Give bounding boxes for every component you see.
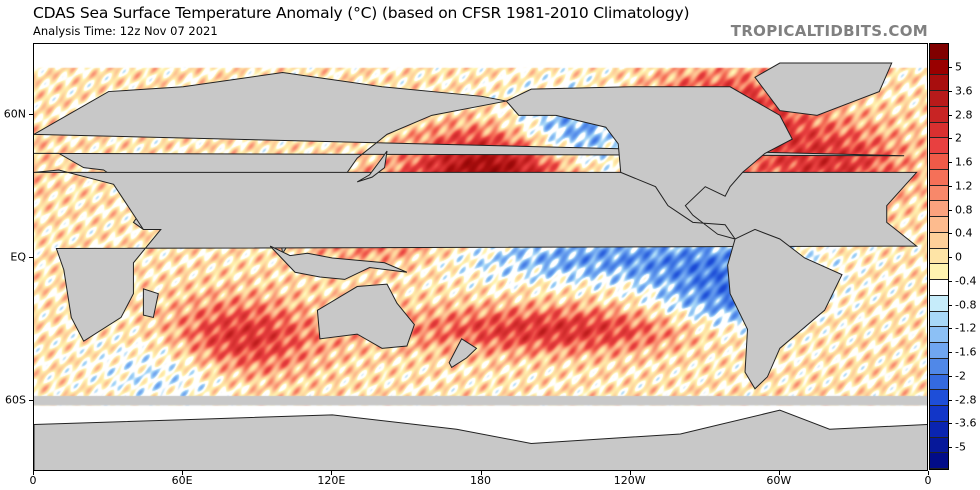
- x-tick-label: 120W: [613, 474, 646, 487]
- land-nz: [448, 338, 478, 369]
- x-tick-label: 0: [924, 474, 932, 487]
- colorbar-segment: [930, 295, 948, 312]
- colorbar-segment: [930, 421, 948, 438]
- x-tick: [33, 471, 34, 475]
- colorbar-tick: [949, 138, 952, 140]
- x-tick: [629, 471, 631, 475]
- colorbar-label: -3.6: [955, 416, 977, 430]
- land-antarctica: [34, 409, 927, 470]
- colorbar-tick: [949, 447, 952, 448]
- colorbar-segment: [930, 358, 948, 375]
- colorbar-segment: [930, 106, 948, 123]
- y-tick-label: 60S: [5, 393, 26, 407]
- colorbar-tick: [949, 352, 952, 353]
- colorbar-segment: [930, 453, 948, 469]
- colorbar-label: -0.4: [955, 274, 977, 288]
- colorbar-segment: [930, 217, 948, 233]
- colorbar-tick: [949, 67, 952, 68]
- land-madagascar: [142, 288, 159, 319]
- colorbar-segment: [930, 201, 948, 218]
- x-tick: [480, 471, 482, 475]
- colorbar-label: 3.6: [955, 84, 973, 98]
- x-tick-label: 120E: [317, 474, 346, 487]
- colorbar-tick: [949, 257, 952, 258]
- colorbar-segment: [930, 91, 948, 107]
- analysis-time: Analysis Time: 12z Nov 07 2021: [33, 24, 218, 38]
- x-tick-label: 60E: [171, 474, 193, 487]
- colorbar-segment: [930, 232, 948, 249]
- colorbar: [929, 43, 949, 470]
- colorbar-segment: [930, 343, 948, 359]
- colorbar-segment: [930, 406, 948, 422]
- colorbar-segment: [930, 185, 948, 202]
- colorbar-label: -5: [955, 440, 966, 454]
- colorbar-label: -2: [955, 369, 966, 383]
- colorbar-segment: [930, 138, 948, 155]
- land-layer: [34, 62, 927, 470]
- colorbar-segment: [930, 59, 948, 76]
- y-tick: [29, 114, 33, 116]
- chart-title: CDAS Sea Surface Temperature Anomaly (°C…: [33, 4, 690, 22]
- colorbar-tick: [949, 328, 952, 330]
- sst-anomaly-map: [33, 43, 928, 471]
- colorbar-label: 2: [955, 131, 962, 145]
- colorbar-segment: [930, 264, 948, 281]
- colorbar-tick: [949, 90, 952, 92]
- colorbar-segment: [930, 280, 948, 296]
- land-indonesia: [269, 245, 408, 280]
- x-tick: [778, 471, 780, 475]
- colorbar-label: -2.8: [955, 393, 977, 406]
- x-tick: [331, 471, 333, 475]
- colorbar-label: 2.8: [955, 108, 973, 121]
- colorbar-tick: [949, 280, 952, 282]
- colorbar-tick: [949, 185, 952, 187]
- colorbar-label: 0.4: [955, 226, 973, 240]
- colorbar-segment: [930, 311, 948, 328]
- colorbar-tick: [949, 375, 952, 377]
- colorbar-segment: [930, 437, 948, 454]
- x-tick: [928, 471, 929, 475]
- colorbar-label: -1.6: [955, 345, 977, 359]
- colorbar-segment: [930, 327, 948, 344]
- y-tick-label: EQ: [10, 250, 26, 264]
- colorbar-segment: [930, 169, 948, 186]
- colorbar-segment: [930, 374, 948, 391]
- land-s-america: [727, 228, 843, 390]
- colorbar-segment: [930, 122, 948, 139]
- x-tick-label: 180: [470, 474, 491, 487]
- colorbar-tick: [949, 399, 952, 401]
- land-australia: [316, 283, 415, 349]
- brand-watermark: TROPICALTIDBITS.COM: [730, 22, 928, 40]
- land-greenland: [754, 62, 893, 116]
- colorbar-label: 0: [955, 250, 962, 264]
- colorbar-tick: [949, 304, 952, 306]
- colorbar-segment: [930, 44, 948, 60]
- land-n-america: [505, 86, 793, 240]
- land-japan: [356, 150, 388, 183]
- colorbar-tick: [949, 162, 952, 163]
- y-tick: [29, 399, 33, 401]
- colorbar-label: 5: [955, 60, 962, 74]
- y-tick-label: 60N: [3, 107, 26, 121]
- x-tick-label: 60W: [766, 474, 792, 487]
- colorbar-label: 0.8: [955, 203, 973, 216]
- colorbar-segment: [930, 75, 948, 92]
- y-tick: [29, 257, 33, 258]
- colorbar-label: -1.2: [955, 321, 977, 335]
- x-tick-label: 0: [29, 474, 37, 487]
- colorbar-label: 1.2: [955, 179, 973, 193]
- colorbar-label: -0.8: [955, 298, 977, 311]
- colorbar-label: 1.6: [955, 155, 973, 169]
- colorbar-segment: [930, 390, 948, 407]
- colorbar-segment: [930, 154, 948, 170]
- x-tick: [182, 471, 184, 475]
- colorbar-tick: [949, 114, 952, 116]
- colorbar-tick: [949, 233, 952, 235]
- colorbar-segment: [930, 248, 948, 265]
- colorbar-tick: [949, 423, 952, 425]
- land-africa: [34, 169, 918, 342]
- colorbar-tick: [949, 209, 952, 211]
